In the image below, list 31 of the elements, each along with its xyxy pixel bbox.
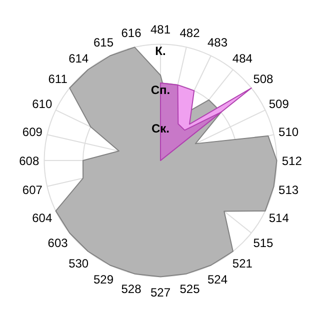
y-tick-label: К.	[155, 44, 166, 58]
spoke-label: 530	[68, 256, 89, 271]
spoke-label: 512	[282, 154, 302, 168]
spoke-label: 515	[253, 236, 274, 250]
spoke-label: 484	[232, 51, 253, 66]
spoke-label: 607	[22, 183, 43, 198]
spoke-label: 481	[150, 22, 171, 37]
spoke-label: 524	[207, 272, 228, 286]
spoke-label: 509	[268, 97, 290, 112]
spoke-label: 614	[68, 51, 89, 66]
spoke-label: 616	[121, 26, 142, 40]
spoke-label: 610	[32, 97, 52, 112]
spoke-label: 510	[278, 124, 299, 139]
spoke-label: 513	[278, 183, 299, 198]
spoke-label: 483	[207, 36, 228, 50]
spoke-label: 521	[232, 256, 253, 271]
y-tick-label: Сп.	[150, 82, 170, 97]
spoke-label: 482	[180, 26, 200, 40]
spoke-label: 608	[19, 154, 40, 168]
spoke-label: 609	[22, 124, 43, 139]
spoke-label: 527	[150, 285, 171, 300]
spoke-label: 508	[253, 72, 274, 86]
spoke-label: 611	[48, 72, 68, 86]
spoke-label: 525	[180, 282, 200, 296]
spoke-label: 603	[48, 236, 68, 250]
spoke-label: 528	[121, 282, 142, 296]
spoke-label: 529	[93, 272, 114, 286]
spoke-label: 514	[268, 210, 290, 225]
spoke-label: 615	[93, 36, 114, 50]
y-tick-label: Ск.	[151, 122, 170, 136]
spoke-label: 604	[32, 210, 52, 225]
